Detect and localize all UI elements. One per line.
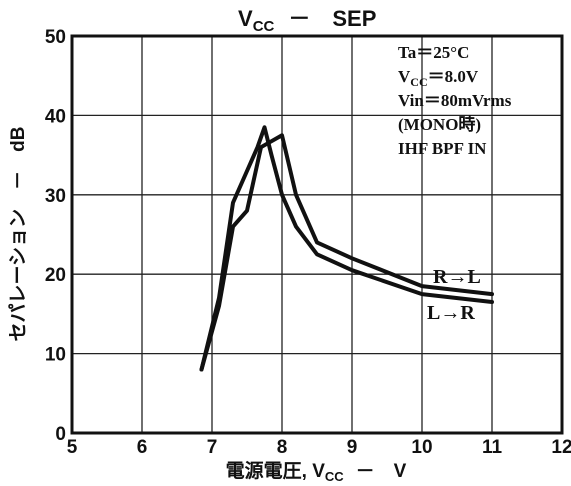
x-tick-label: 9 <box>347 437 358 458</box>
x-axis-label-sub: CC <box>325 469 344 484</box>
x-tick-label: 11 <box>482 437 503 458</box>
chart-title-rest: － SEP <box>288 6 376 31</box>
y-tick-label: 10 <box>45 345 66 366</box>
x-tick-label: 6 <box>137 437 148 458</box>
series-line-l-to-r <box>199 125 494 372</box>
x-tick-label: 12 <box>551 437 571 458</box>
x-axis-label-prefix: 電源電圧, V <box>226 459 326 482</box>
condition-mono: (MONO時) <box>398 114 481 134</box>
series-lines <box>199 125 494 372</box>
condition-vcc-sub: CC <box>410 75 427 89</box>
y-tick-labels: 0 10 20 30 40 50 <box>45 27 66 445</box>
y-tick-label: 0 <box>55 424 66 445</box>
x-tick-label: 8 <box>277 437 288 458</box>
x-tick-label: 10 <box>411 437 432 458</box>
conditions-box: Ta＝25°C VCC＝8.0V Vin＝80mVrms (MONO時) IHF… <box>398 43 512 158</box>
plot-frame <box>70 34 564 435</box>
chart-title-sub: CC <box>253 18 275 35</box>
grid <box>72 36 562 433</box>
x-tick-label: 5 <box>67 437 78 458</box>
x-axis-label: 電源電圧, VCC － V <box>226 459 407 484</box>
x-axis-label-suffix: － V <box>356 461 407 482</box>
chart-title: VCC － SEP <box>238 6 376 35</box>
condition-vcc-rest: ＝8.0V <box>428 67 479 86</box>
chart-title-main: V <box>238 6 253 31</box>
series-label-l-to-r: L→R <box>427 302 475 324</box>
y-axis-label: セパレーション － dB <box>7 127 29 342</box>
condition-bpf: IHF BPF IN <box>398 139 487 158</box>
condition-ta: Ta＝25°C <box>398 43 469 62</box>
y-tick-label: 20 <box>45 265 66 286</box>
x-tick-labels: 5 6 7 8 9 10 11 12 <box>67 437 571 458</box>
y-tick-label: 50 <box>45 27 66 48</box>
y-tick-label: 30 <box>45 186 66 207</box>
x-tick-label: 7 <box>207 437 218 458</box>
y-tick-label: 40 <box>45 106 66 127</box>
condition-vin: Vin＝80mVrms <box>398 91 512 110</box>
series-line-r-to-l <box>199 133 494 372</box>
condition-vcc-main: V <box>398 67 411 86</box>
series-label-r-to-l: R→L <box>433 266 481 288</box>
condition-vcc: VCC＝8.0V <box>398 67 479 89</box>
